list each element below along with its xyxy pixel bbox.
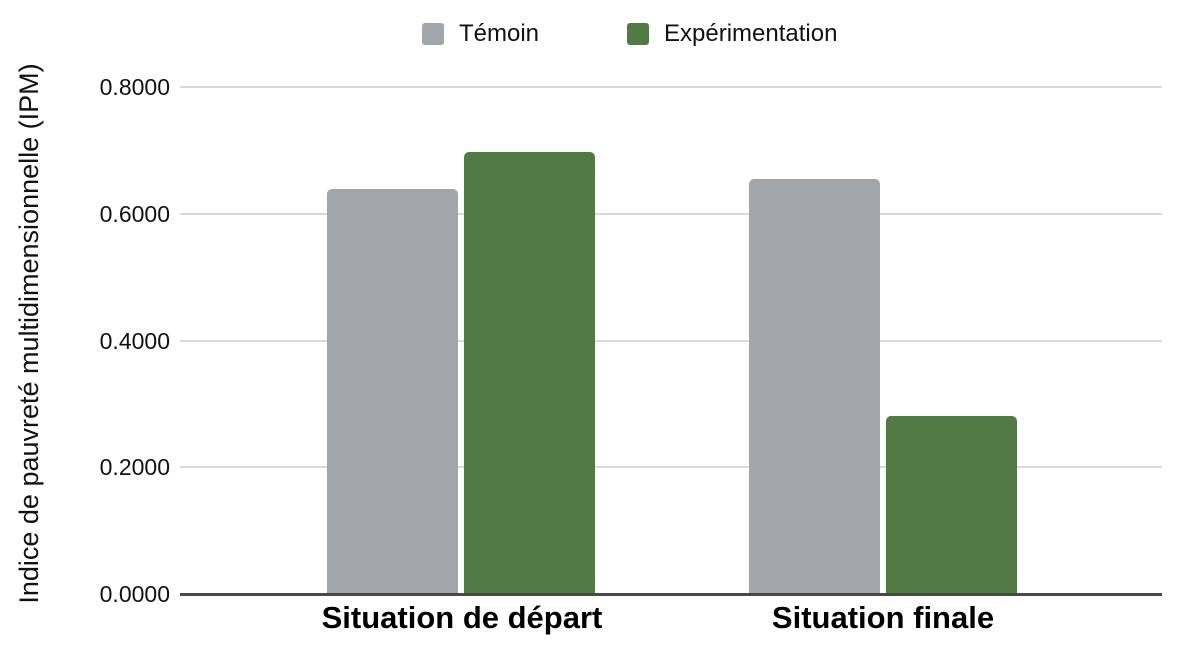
legend-item-experimentation: Expérimentation xyxy=(627,20,837,48)
bar-experimentation xyxy=(886,416,1017,593)
legend-swatch-experimentation-icon xyxy=(627,23,650,45)
gridline xyxy=(180,466,1162,468)
y-tick-label: 0.4000 xyxy=(99,328,170,354)
legend-label-experimentation: Expérimentation xyxy=(664,20,838,47)
y-tick-label: 0.6000 xyxy=(99,201,170,227)
y-tick-label: 0.8000 xyxy=(99,74,170,100)
bar-temoin xyxy=(327,189,458,593)
legend-swatch-temoin-icon xyxy=(422,23,444,45)
legend: Témoin Expérimentation xyxy=(422,20,837,48)
bar-group xyxy=(327,152,595,593)
legend-label-temoin: Témoin xyxy=(459,20,540,47)
x-category-label-depart: Situation de départ xyxy=(321,600,603,635)
legend-item-temoin: Témoin xyxy=(422,20,539,48)
gridline xyxy=(180,86,1162,88)
bar-temoin xyxy=(749,179,880,593)
plot-area xyxy=(180,86,1162,596)
gridline xyxy=(180,340,1162,342)
x-axis-line xyxy=(180,593,1162,596)
y-tick-label: 0.0000 xyxy=(99,581,170,607)
bar-experimentation xyxy=(464,152,595,593)
y-tick-label: 0.2000 xyxy=(99,454,170,480)
gridline xyxy=(180,213,1162,215)
bar-group xyxy=(749,179,1017,593)
x-category-label-finale: Situation finale xyxy=(771,600,995,635)
